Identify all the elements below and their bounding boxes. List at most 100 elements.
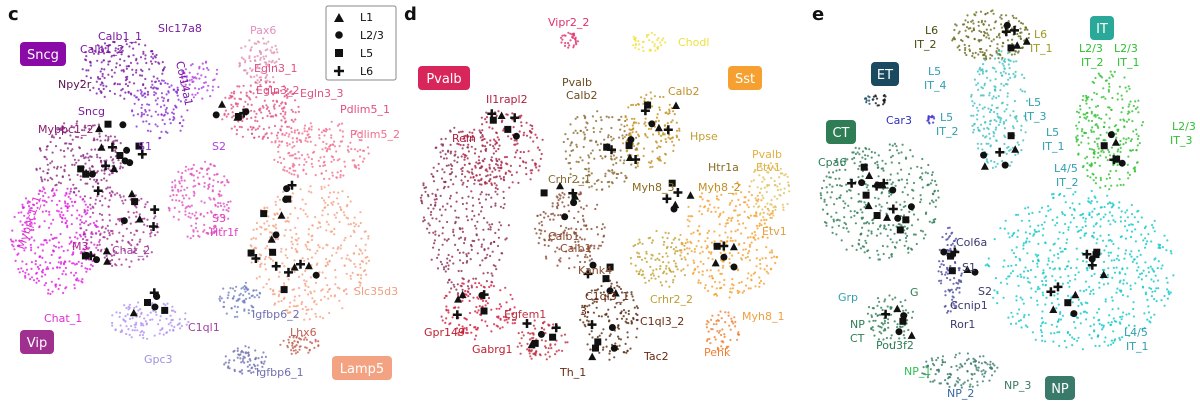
- cell-point: [225, 312, 228, 315]
- cell-point: [256, 64, 259, 68]
- cell-point: [150, 62, 154, 65]
- cell-point: [309, 276, 312, 279]
- cell-point: [782, 206, 785, 209]
- cell-point: [612, 137, 615, 140]
- cell-point: [617, 324, 620, 327]
- cell-point: [492, 152, 495, 155]
- cell-point: [120, 263, 123, 266]
- cell-point: [292, 305, 296, 308]
- cell-point: [874, 95, 878, 98]
- cell-point: [903, 186, 907, 189]
- cell-point: [248, 363, 251, 367]
- cell-point: [209, 95, 212, 98]
- cell-point: [705, 323, 708, 326]
- cell-point: [84, 162, 87, 165]
- cell-point: [866, 154, 870, 157]
- cell-point: [254, 116, 257, 119]
- cell-point: [135, 125, 138, 128]
- cell-point: [617, 327, 621, 330]
- cell-point: [273, 303, 276, 306]
- cell-point: [227, 361, 230, 364]
- cell-point: [595, 140, 598, 143]
- cell-point: [84, 126, 87, 129]
- cell-point: [860, 200, 863, 203]
- cell-point: [231, 287, 235, 290]
- cell-point: [584, 253, 587, 256]
- cell-point: [582, 321, 585, 324]
- cell-point: [465, 255, 468, 258]
- cell-point: [730, 199, 734, 202]
- cell-point: [285, 142, 289, 145]
- cell-point: [513, 322, 517, 325]
- cell-point: [329, 143, 332, 147]
- cell-point: [172, 329, 175, 332]
- cell-point: [475, 161, 478, 164]
- cell-point: [165, 93, 168, 96]
- cell-point: [339, 169, 342, 173]
- cell-point: [93, 138, 96, 142]
- cell-point: [926, 183, 930, 186]
- cell-point: [247, 346, 250, 349]
- cell-point: [908, 173, 911, 176]
- cell-point: [109, 259, 112, 263]
- cell-point: [290, 240, 293, 243]
- cell-point: [532, 352, 535, 355]
- cell-point: [588, 304, 591, 307]
- cell-point: [27, 212, 30, 215]
- cell-point: [501, 326, 504, 329]
- cell-point: [68, 178, 72, 181]
- cell-point: [706, 209, 709, 212]
- cell-point: [692, 231, 695, 234]
- cell-point: [582, 218, 585, 221]
- cell-point: [906, 227, 909, 230]
- cell-point: [736, 332, 740, 336]
- cell-point: [528, 338, 532, 341]
- cell-point: [650, 31, 653, 35]
- cell-point: [135, 57, 138, 61]
- cell-point: [462, 251, 465, 254]
- cell-point: [730, 254, 734, 257]
- cell-point: [121, 199, 124, 202]
- cell-point: [50, 233, 53, 236]
- cell-point: [871, 219, 874, 222]
- cell-point: [572, 44, 576, 47]
- cell-point: [769, 203, 772, 206]
- cell-point: [169, 195, 172, 198]
- cell-point: [89, 215, 92, 219]
- cell-point: [499, 164, 503, 167]
- cell-point: [464, 134, 467, 137]
- cell-point: [970, 30, 974, 33]
- cell-point: [144, 320, 147, 323]
- cell-point: [106, 237, 109, 240]
- cell-point: [760, 199, 763, 202]
- cell-point: [658, 95, 662, 98]
- cell-point: [96, 225, 99, 228]
- cell-point: [108, 60, 111, 63]
- cell-point: [850, 216, 853, 219]
- cell-point: [166, 99, 170, 102]
- cell-point: [638, 270, 641, 273]
- cell-point: [569, 144, 572, 147]
- cell-point: [497, 138, 501, 141]
- cell-point: [103, 256, 106, 259]
- cell-point: [534, 162, 538, 166]
- cell-point: [587, 162, 590, 165]
- cell-point: [485, 300, 488, 303]
- cell-point: [277, 295, 280, 298]
- cell-point: [706, 269, 709, 272]
- cell-point: [364, 249, 367, 252]
- cell-point: [577, 210, 580, 213]
- cell-point: [492, 264, 495, 267]
- cell-point: [657, 37, 660, 40]
- cell-point: [49, 261, 52, 265]
- cell-point: [261, 365, 264, 368]
- cell-point: [62, 249, 65, 253]
- cell-point: [133, 94, 136, 97]
- cell-point: [759, 279, 763, 283]
- cell-point: [419, 196, 422, 199]
- cell-point: [258, 80, 261, 84]
- cell-point: [332, 158, 336, 161]
- cell-point: [90, 48, 93, 51]
- cell-point: [80, 136, 83, 139]
- cell-point: [213, 198, 216, 201]
